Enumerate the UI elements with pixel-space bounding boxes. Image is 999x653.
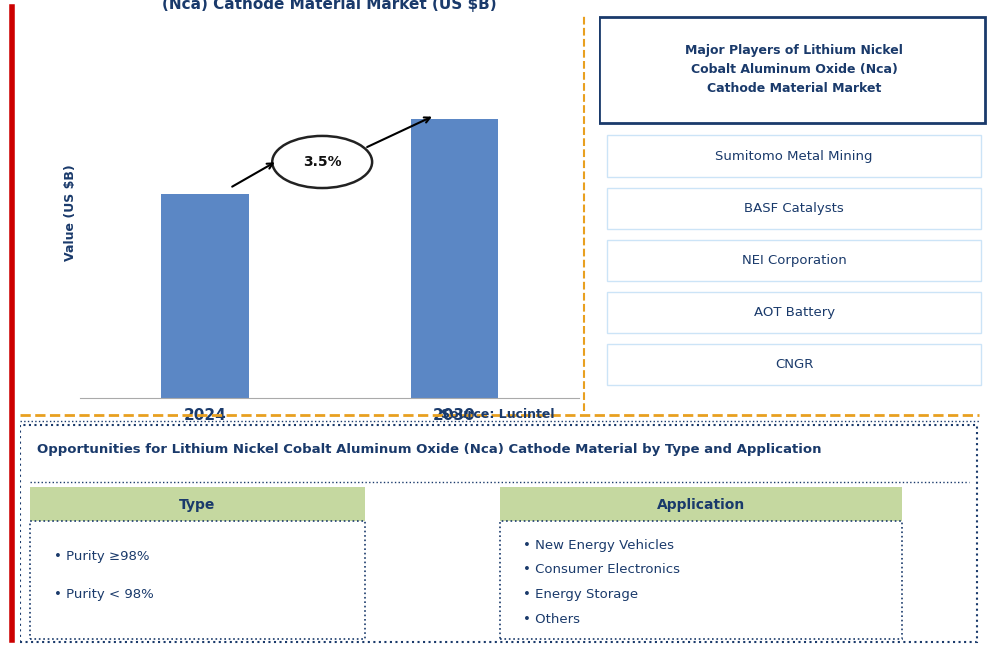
- Text: • Others: • Others: [523, 613, 580, 626]
- Text: • Purity < 98%: • Purity < 98%: [54, 588, 153, 601]
- Y-axis label: Value (US $B): Value (US $B): [64, 164, 77, 261]
- Text: Type: Type: [179, 498, 216, 512]
- FancyBboxPatch shape: [500, 486, 902, 524]
- FancyBboxPatch shape: [500, 522, 902, 639]
- Text: BASF Catalysts: BASF Catalysts: [744, 202, 844, 215]
- FancyBboxPatch shape: [607, 136, 981, 176]
- Text: • Consumer Electronics: • Consumer Electronics: [523, 564, 680, 577]
- Text: 3.5%: 3.5%: [303, 155, 342, 169]
- Text: CNGR: CNGR: [775, 358, 813, 371]
- FancyBboxPatch shape: [30, 486, 366, 524]
- Text: Sumitomo Metal Mining: Sumitomo Metal Mining: [715, 150, 873, 163]
- Bar: [411, 119, 499, 398]
- FancyBboxPatch shape: [20, 424, 977, 642]
- Text: Application: Application: [656, 498, 745, 512]
- Bar: [161, 193, 249, 398]
- Title: Global Lithium Nickel Cobalt Aluminum Oxide
(Nca) Cathode Material Market (US $B: Global Lithium Nickel Cobalt Aluminum Ox…: [136, 0, 523, 12]
- Text: • New Energy Vehicles: • New Energy Vehicles: [523, 539, 674, 552]
- FancyBboxPatch shape: [607, 187, 981, 229]
- Text: • Energy Storage: • Energy Storage: [523, 588, 638, 601]
- FancyBboxPatch shape: [607, 344, 981, 385]
- Text: Source: Lucintel: Source: Lucintel: [441, 408, 554, 421]
- Text: AOT Battery: AOT Battery: [753, 306, 835, 319]
- Text: Major Players of Lithium Nickel
Cobalt Aluminum Oxide (Nca)
Cathode Material Mar: Major Players of Lithium Nickel Cobalt A…: [685, 44, 903, 95]
- FancyBboxPatch shape: [30, 522, 366, 639]
- FancyBboxPatch shape: [599, 17, 985, 123]
- Text: NEI Corporation: NEI Corporation: [742, 254, 846, 267]
- Text: • Purity ≥98%: • Purity ≥98%: [54, 550, 149, 563]
- FancyBboxPatch shape: [607, 292, 981, 333]
- Text: Opportunities for Lithium Nickel Cobalt Aluminum Oxide (Nca) Cathode Material by: Opportunities for Lithium Nickel Cobalt …: [37, 443, 822, 456]
- FancyBboxPatch shape: [607, 240, 981, 281]
